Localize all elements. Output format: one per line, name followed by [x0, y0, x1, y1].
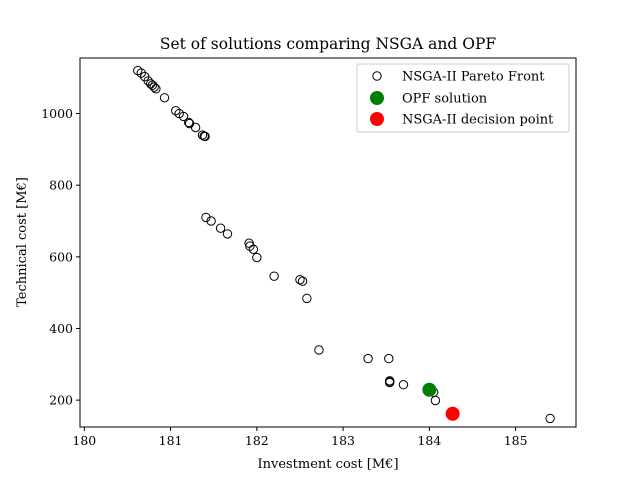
pareto-point	[190, 122, 201, 133]
pareto-point	[215, 223, 226, 233]
pareto-point	[252, 252, 262, 263]
x-tick-label: 185	[504, 433, 528, 448]
pareto-point	[183, 117, 194, 128]
pareto-point	[245, 241, 255, 251]
y-tick-label: 200	[49, 393, 73, 408]
pareto-point	[146, 79, 156, 89]
legend-marker-opf	[370, 91, 384, 105]
legend-label-opf: OPF solution	[402, 92, 488, 107]
legend-label-pareto: NSGA-II Pareto Front	[402, 70, 545, 85]
pareto-point	[545, 413, 555, 424]
pareto-point	[222, 229, 233, 239]
plot-marks	[133, 65, 555, 424]
pareto-point	[314, 345, 324, 355]
y-tick-label: 400	[49, 321, 73, 336]
x-tick-label: 180	[72, 433, 96, 448]
pareto-point	[248, 244, 259, 255]
pareto-point	[206, 216, 216, 226]
pareto-point	[147, 80, 158, 90]
legend-label-decision: NSGA-II decision point	[402, 113, 554, 128]
legend: NSGA-II Pareto Front OPF solution NSGA-I…	[356, 63, 570, 133]
x-tick-label: 181	[159, 433, 183, 448]
x-tick-label: 184	[417, 433, 441, 448]
pareto-point	[430, 395, 441, 406]
pareto-point	[363, 353, 373, 364]
pareto-point	[398, 380, 409, 390]
x-tick-label: 183	[331, 433, 355, 448]
y-axis-label: Technical cost [M€]	[15, 177, 30, 307]
pareto-point	[384, 353, 394, 364]
legend-marker-pareto	[372, 71, 382, 81]
legend-box	[356, 63, 570, 133]
pareto-point	[136, 68, 146, 78]
plot-frame	[79, 57, 577, 428]
legend-marker-decision	[370, 112, 384, 126]
y-tick-label: 1000	[41, 106, 73, 121]
y-tick-label: 600	[49, 249, 73, 264]
y-tick-label: 800	[49, 178, 73, 193]
pareto-point	[302, 293, 312, 304]
pareto-point	[295, 275, 305, 285]
pareto-point	[171, 105, 181, 116]
pareto-point	[269, 271, 279, 281]
pareto-point	[384, 377, 395, 388]
pareto-point	[197, 130, 208, 140]
y-axis-ticks: 200 400 600 800 1000	[41, 106, 80, 408]
pareto-point	[297, 276, 308, 286]
pareto-point	[200, 131, 210, 142]
pareto-point	[149, 82, 159, 92]
pareto-point	[201, 212, 211, 223]
pareto-point	[159, 93, 170, 103]
pareto-point	[178, 111, 189, 122]
x-axis-label: Investment cost [M€]	[257, 457, 398, 472]
x-tick-label: 182	[245, 433, 269, 448]
pareto-point	[151, 84, 161, 94]
opf-solution-point	[422, 382, 437, 397]
decision-point	[445, 406, 460, 421]
chart-title: Set of solutions comparing NSGA and OPF	[160, 35, 497, 53]
x-axis-ticks: 180 181 182 183 184 185	[72, 427, 528, 448]
